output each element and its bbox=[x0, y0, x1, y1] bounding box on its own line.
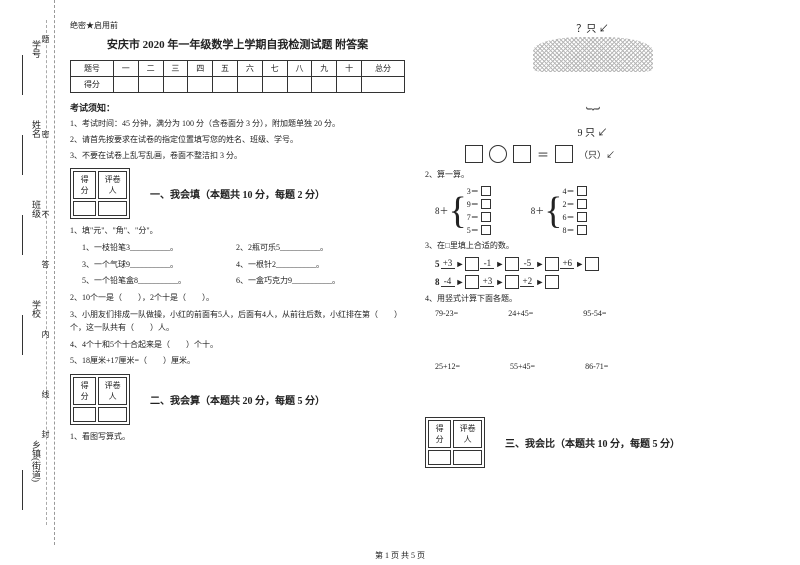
frog-top-label: ？只 ↙ bbox=[425, 20, 760, 35]
side-label-school: 学校 bbox=[30, 300, 43, 318]
square-box[interactable] bbox=[513, 145, 531, 163]
answer-box[interactable] bbox=[465, 275, 479, 289]
answer-sheet-sidebar: 学号 姓名 班级 学校 乡镇(街道) 题 密 不 答 内 线 封 bbox=[0, 0, 55, 545]
page-body: 绝密★启用前 安庆市 2020 年一年级数学上学期自我检测试题 附答案 题号 一… bbox=[0, 0, 800, 545]
answer-box[interactable] bbox=[481, 225, 491, 235]
answer-box[interactable] bbox=[481, 199, 491, 209]
cut-line bbox=[46, 20, 47, 525]
answer-box[interactable] bbox=[481, 186, 491, 196]
brace-icon: { bbox=[449, 192, 467, 230]
answer-box[interactable] bbox=[505, 257, 519, 271]
answer-box[interactable] bbox=[577, 186, 587, 196]
equals-sign: ＝ bbox=[537, 146, 549, 163]
section-header-2: 得分评卷人 二、我会算（本题共 20 分，每题 5 分） bbox=[70, 374, 405, 425]
page-footer: 第 1 页 共 5 页 bbox=[0, 550, 800, 561]
cut-mark: 答 bbox=[40, 260, 51, 268]
side-label-town: 乡镇(街道) bbox=[30, 440, 43, 482]
rule-item: 3、不要在试卷上乱写乱画，卷面不整洁扣 3 分。 bbox=[70, 150, 405, 162]
cut-mark: 内 bbox=[40, 330, 51, 338]
question: 3、小朋友们排成一队做操，小红的前面有5人，后面有4人，从前往后数，小红排在第（… bbox=[70, 309, 405, 335]
answer-box[interactable] bbox=[465, 257, 479, 271]
side-field-school bbox=[20, 315, 23, 355]
calc-brace-group: 8＋ { 3＝ 9＝ 7＝ 5＝ 8＋ { 4＝ 2＝ 6＝ 8＝ bbox=[435, 186, 760, 236]
table-row: 题号 一 二 三 四 五 六 七 八 九 十 总分 bbox=[71, 61, 405, 77]
shape-equation: ＝ （只）↙ bbox=[465, 145, 760, 163]
vertical-calc-row: 79-23= 24+45= 95-54= bbox=[435, 309, 760, 318]
question: 4、用竖式计算下面各题。 bbox=[425, 293, 760, 306]
eight-plus: 8＋ bbox=[531, 204, 545, 217]
cut-mark: 密 bbox=[40, 130, 51, 138]
answer-box[interactable] bbox=[505, 275, 519, 289]
frog-drawing bbox=[533, 37, 653, 72]
frog-bottom-label: 9 只 ↙ bbox=[425, 124, 760, 139]
unit-label: （只）↙ bbox=[579, 148, 615, 161]
side-field-town bbox=[20, 470, 23, 510]
grader-box: 得分评卷人 bbox=[70, 168, 130, 219]
brace-icon: ︸ bbox=[425, 104, 760, 124]
exam-title: 安庆市 2020 年一年级数学上学期自我检测试题 附答案 bbox=[70, 36, 405, 52]
section-title: 二、我会算（本题共 20 分，每题 5 分） bbox=[150, 392, 325, 407]
cut-mark: 不 bbox=[40, 210, 51, 218]
question: 2、算一算。 bbox=[425, 169, 760, 182]
confidential-mark: 绝密★启用前 bbox=[70, 20, 405, 31]
brace-icon: { bbox=[544, 192, 562, 230]
question: 1、一枝铅笔3__________。 2、2瓶可乐5__________。 bbox=[70, 242, 405, 255]
side-field-id bbox=[20, 55, 23, 95]
question: 5、18厘米+17厘米=（ ）厘米。 bbox=[70, 355, 405, 368]
section-header-3: 得分评卷人 三、我会比（本题共 10 分，每题 5 分） bbox=[425, 417, 760, 468]
cut-mark: 封 bbox=[40, 430, 51, 438]
rule-item: 2、请首先按要求在试卷的指定位置填写您的姓名、班级、学号。 bbox=[70, 134, 405, 146]
answer-box[interactable] bbox=[577, 225, 587, 235]
number-chain: 8 -4► +3► +2► bbox=[435, 275, 760, 289]
question: 3、在□里填上合适的数。 bbox=[425, 240, 760, 253]
section-title: 一、我会填（本题共 10 分，每题 2 分） bbox=[150, 186, 325, 201]
side-field-class bbox=[20, 215, 23, 255]
eight-plus: 8＋ bbox=[435, 204, 449, 217]
cut-mark: 线 bbox=[40, 390, 51, 398]
square-box[interactable] bbox=[465, 145, 483, 163]
rule-item: 1、考试时间：45 分钟，满分为 100 分（含卷面分 3 分），附加题单独 2… bbox=[70, 118, 405, 130]
left-column: 绝密★启用前 安庆市 2020 年一年级数学上学期自我检测试题 附答案 题号 一… bbox=[60, 20, 415, 545]
answer-box[interactable] bbox=[481, 212, 491, 222]
grader-box: 得分评卷人 bbox=[425, 417, 485, 468]
answer-box[interactable] bbox=[577, 212, 587, 222]
rules-heading: 考试须知： bbox=[70, 101, 405, 114]
section-header-1: 得分评卷人 一、我会填（本题共 10 分，每题 2 分） bbox=[70, 168, 405, 219]
frog-illustration bbox=[533, 37, 653, 102]
question: 4、4个十和5个十合起来是（ ）个十。 bbox=[70, 339, 405, 352]
cut-mark: 题 bbox=[40, 35, 51, 43]
question: 1、填"元"、"角"、"分"。 bbox=[70, 225, 405, 238]
grader-box: 得分评卷人 bbox=[70, 374, 130, 425]
circle-box[interactable] bbox=[489, 145, 507, 163]
vertical-calc-row: 25+12= 55+45= 86-71= bbox=[435, 362, 760, 371]
answer-box[interactable] bbox=[585, 257, 599, 271]
question: 5、一个铅笔盒8__________。 6、一盒巧克力9__________。 bbox=[70, 275, 405, 288]
question: 2、10个一是（ ），2个十是（ ）。 bbox=[70, 292, 405, 305]
side-field-name bbox=[20, 135, 23, 175]
score-summary-table: 题号 一 二 三 四 五 六 七 八 九 十 总分 得分 bbox=[70, 60, 405, 93]
answer-box[interactable] bbox=[577, 199, 587, 209]
square-box[interactable] bbox=[555, 145, 573, 163]
answer-box[interactable] bbox=[545, 275, 559, 289]
right-column: ？只 ↙ ︸ 9 只 ↙ ＝ （只）↙ 2、算一算。 8＋ { 3＝ 9＝ 7＝… bbox=[415, 20, 770, 545]
question: 1、看图写算式。 bbox=[70, 431, 405, 444]
section-title: 三、我会比（本题共 10 分，每题 5 分） bbox=[505, 435, 680, 450]
question: 3、一个气球9__________。 4、一根针2__________。 bbox=[70, 259, 405, 272]
number-chain: 5 +3► -1► -5► +6► bbox=[435, 257, 760, 271]
table-row: 得分 bbox=[71, 77, 405, 93]
answer-box[interactable] bbox=[545, 257, 559, 271]
